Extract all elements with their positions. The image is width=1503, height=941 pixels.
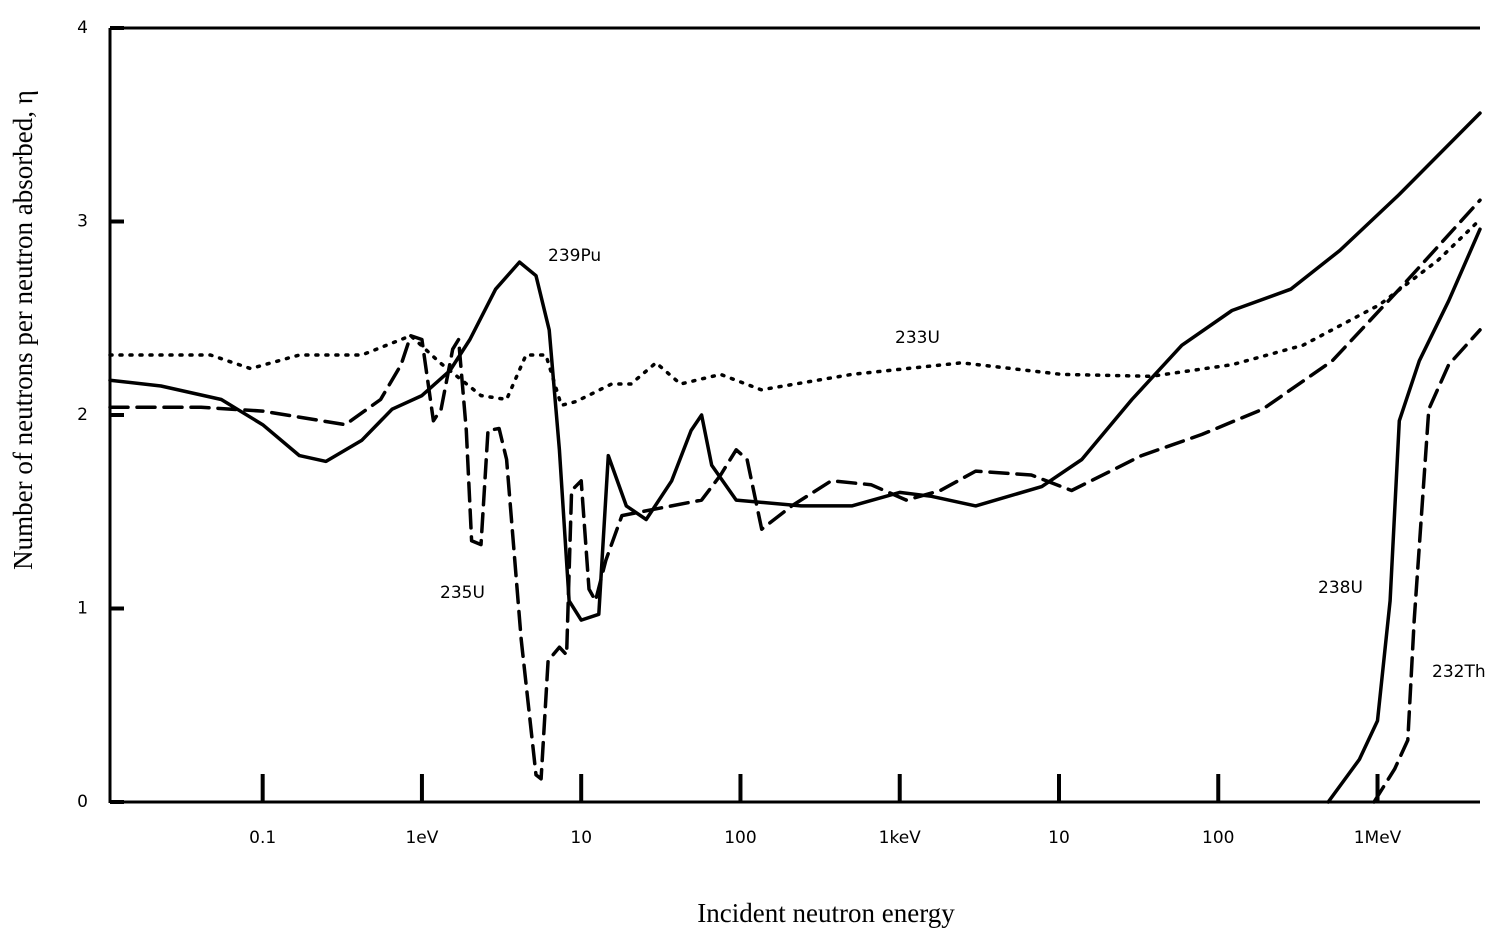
y-tick-label: 1 [77, 599, 88, 619]
series-line [108, 198, 1482, 781]
y-tick-label: 0 [77, 792, 88, 812]
x-tick-label: 1MeV [1354, 828, 1402, 848]
series-label: 235U [440, 583, 485, 603]
series-line [108, 111, 1482, 622]
series-label: 232Th [1432, 662, 1486, 682]
series-line [1372, 328, 1482, 804]
y-axis-label: Number of neutrons per neutron absorbed,… [8, 90, 38, 570]
x-tick-label: 100 [1202, 828, 1234, 848]
y-tick-label: 2 [77, 405, 88, 425]
x-tick-label: 10 [1048, 828, 1070, 848]
x-tick-label: 1eV [405, 828, 438, 848]
x-tick-label: 100 [724, 828, 756, 848]
x-tick-label: 10 [570, 828, 592, 848]
series-line [108, 217, 1482, 408]
series-label: 238U [1318, 578, 1363, 598]
series-label: 239Pu [548, 246, 601, 266]
x-axis-label: Incident neutron energy [697, 898, 955, 928]
series-label: 233U [895, 328, 940, 348]
x-tick-label: 0.1 [249, 828, 276, 848]
series-line [1326, 227, 1482, 804]
y-tick-label: 4 [77, 18, 88, 38]
x-tick-label: 1keV [879, 828, 922, 848]
y-tick-label: 3 [77, 212, 88, 232]
